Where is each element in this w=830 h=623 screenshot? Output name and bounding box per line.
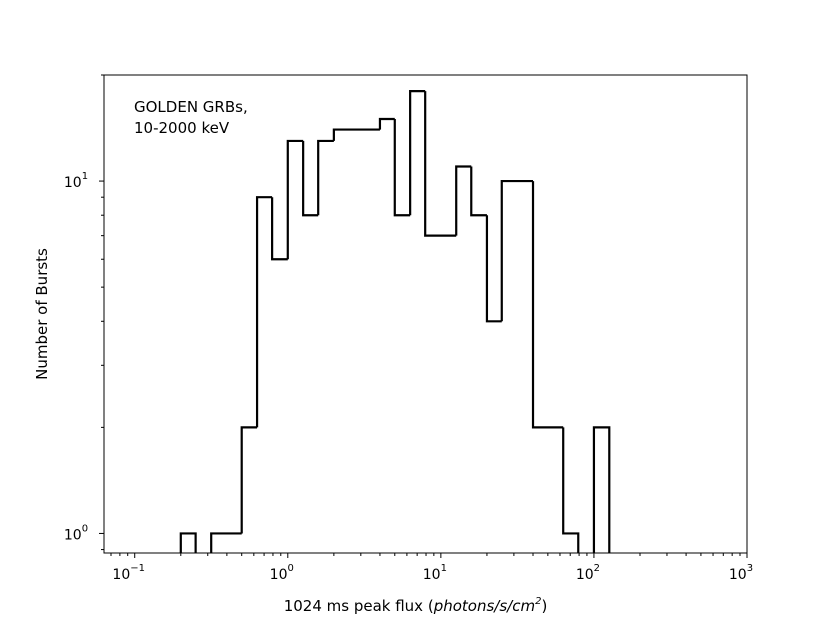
histogram-bin xyxy=(393,119,411,217)
histogram-bin xyxy=(317,139,334,216)
x-tick-label: 101 xyxy=(423,563,447,583)
histogram-bin xyxy=(179,532,197,553)
histogram-bin xyxy=(424,91,457,237)
histogram-bin xyxy=(378,117,395,130)
histogram-bin xyxy=(500,179,534,322)
plot-frame xyxy=(103,74,748,554)
histogram-bin xyxy=(470,166,487,217)
histogram-bin xyxy=(531,181,564,429)
histogram-bin xyxy=(286,139,304,260)
histogram-bin xyxy=(255,196,273,428)
x-tick-label: 103 xyxy=(729,563,753,583)
histogram-bin xyxy=(409,90,426,216)
histogram-bin xyxy=(562,427,580,553)
annotation-line-1: GOLDEN GRBs, xyxy=(134,98,248,116)
x-axis-ticks: 10−1 100 101 102 103 xyxy=(110,553,753,583)
x-axis-label-suffix: ) xyxy=(541,597,547,615)
histogram-bin xyxy=(271,197,288,261)
histogram-bin xyxy=(302,140,319,217)
x-axis-label-prefix: 1024 ms peak flux ( xyxy=(284,597,434,615)
histogram-bin xyxy=(332,128,380,141)
x-axis-label-unit: photons/s/cm xyxy=(433,597,535,615)
y-axis-ticks: 100 101 xyxy=(64,74,104,551)
annotation-line-2: 10-2000 keV xyxy=(134,119,230,137)
x-axis-label-sup: 2 xyxy=(535,596,541,607)
histogram-bin xyxy=(592,426,611,553)
histogram-bin xyxy=(240,426,258,534)
x-tick-label: 102 xyxy=(576,563,600,583)
histogram-bin xyxy=(210,532,242,553)
y-axis-label: Number of Bursts xyxy=(33,248,51,380)
x-tick-label: 10−1 xyxy=(112,563,145,583)
histogram-bin xyxy=(455,165,472,236)
x-axis-label: 1024 ms peak flux (photons/s/cm2) xyxy=(284,596,548,615)
histogram-bins xyxy=(179,90,611,553)
histogram-bin xyxy=(485,215,502,323)
y-tick-label: 100 xyxy=(64,523,88,543)
y-tick-label: 101 xyxy=(64,171,88,191)
x-tick-label: 100 xyxy=(270,563,294,583)
